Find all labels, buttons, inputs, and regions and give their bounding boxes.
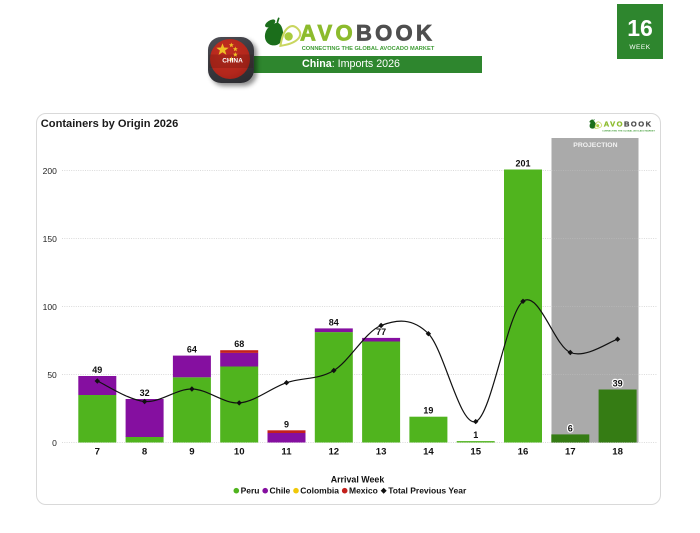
svg-text:19: 19: [423, 406, 433, 416]
svg-text:AVOBOOK: AVOBOOK: [300, 21, 435, 46]
svg-text:6: 6: [568, 423, 573, 433]
svg-text:AVOBOOK: AVOBOOK: [604, 120, 653, 129]
svg-text:17: 17: [565, 447, 576, 458]
svg-text:12: 12: [328, 447, 339, 458]
svg-text:8: 8: [142, 447, 148, 458]
svg-text:CONNECTING THE GLOBAL AVOCADO: CONNECTING THE GLOBAL AVOCADO MARKET: [602, 129, 655, 132]
svg-text:Colombia: Colombia: [300, 486, 339, 496]
svg-text:32: 32: [140, 388, 150, 398]
svg-text:16: 16: [518, 447, 529, 458]
svg-text:Mexico: Mexico: [349, 486, 378, 496]
svg-text:1: 1: [473, 430, 478, 440]
svg-text:39: 39: [613, 379, 623, 389]
svg-text:10: 10: [234, 447, 245, 458]
svg-text:100: 100: [43, 302, 57, 312]
svg-text:9: 9: [189, 447, 194, 458]
svg-text:CHINA: CHINA: [222, 57, 243, 64]
svg-text:14: 14: [423, 447, 434, 458]
svg-text:CONNECTING THE GLOBAL AVOCADO: CONNECTING THE GLOBAL AVOCADO MARKET: [302, 46, 435, 52]
svg-text:200: 200: [43, 166, 57, 176]
svg-text:77: 77: [376, 327, 386, 337]
svg-text:150: 150: [43, 234, 57, 244]
svg-text:7: 7: [95, 447, 100, 458]
svg-text:50: 50: [47, 370, 57, 380]
svg-text:PROJECTION: PROJECTION: [573, 142, 617, 149]
svg-text:Arrival Week: Arrival Week: [331, 474, 385, 484]
svg-text:68: 68: [234, 339, 244, 349]
svg-text:13: 13: [376, 447, 387, 458]
svg-text:0: 0: [52, 438, 57, 448]
svg-text:49: 49: [92, 365, 102, 375]
svg-text:64: 64: [187, 345, 197, 355]
svg-text:Total Previous Year: Total Previous Year: [388, 486, 467, 496]
svg-text:Chile: Chile: [270, 486, 291, 496]
svg-text:84: 84: [329, 317, 339, 327]
svg-text:18: 18: [612, 447, 623, 458]
svg-text:9: 9: [284, 419, 289, 429]
svg-text:Peru: Peru: [241, 486, 260, 496]
svg-text:11: 11: [281, 447, 292, 458]
svg-text:15: 15: [470, 447, 481, 458]
svg-text:201: 201: [515, 159, 530, 169]
